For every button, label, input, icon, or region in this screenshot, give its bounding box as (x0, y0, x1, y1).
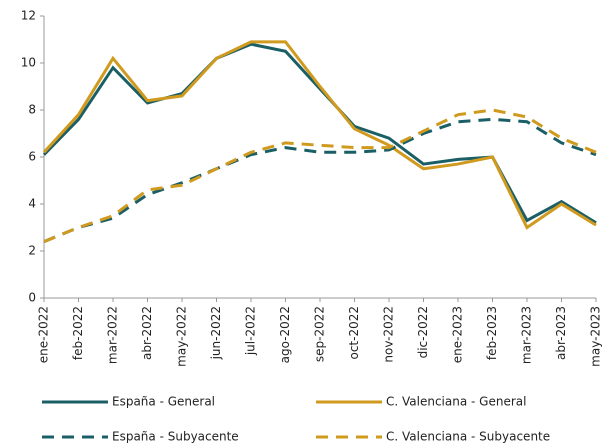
x-tick-label: abr-2023 (554, 306, 568, 360)
x-tick-label: ene-2022 (37, 306, 51, 363)
x-tick-label: dic-2022 (416, 306, 430, 358)
y-tick-label: 10 (21, 56, 36, 70)
x-tick-label: feb-2023 (485, 306, 499, 360)
x-tick-label: may-2023 (589, 306, 603, 367)
x-tick-label: ago-2022 (278, 306, 292, 363)
x-tick-label: mar-2022 (106, 306, 120, 364)
y-tick-label: 4 (28, 197, 36, 211)
x-tick-label: mar-2023 (520, 306, 534, 364)
legend-label: C. Valenciana - General (386, 395, 526, 409)
x-tick-label: feb-2022 (71, 306, 85, 360)
x-tick-label: abr-2022 (140, 306, 154, 360)
y-tick-label: 6 (28, 150, 36, 164)
x-tick-label: jul-2022 (244, 306, 258, 356)
y-tick-label: 0 (28, 291, 36, 305)
legend-label: España - General (112, 395, 215, 409)
legend-label: España - Subyacente (112, 430, 239, 444)
x-tick-label: ene-2023 (451, 306, 465, 363)
y-tick-label: 12 (21, 9, 36, 23)
series-line (43, 117, 597, 243)
series-line (43, 108, 597, 243)
y-tick-label: 8 (28, 103, 36, 117)
series-line (42, 40, 597, 230)
x-tick-label: sep-2022 (313, 306, 327, 362)
x-tick-label: oct-2022 (347, 306, 361, 360)
y-tick-label: 2 (28, 244, 36, 258)
legend-label: C. Valenciana - Subyacente (386, 430, 550, 444)
x-tick-label: may-2022 (175, 306, 189, 367)
x-tick-label: nov-2022 (382, 306, 396, 363)
x-tick-label: jun-2022 (209, 306, 223, 360)
